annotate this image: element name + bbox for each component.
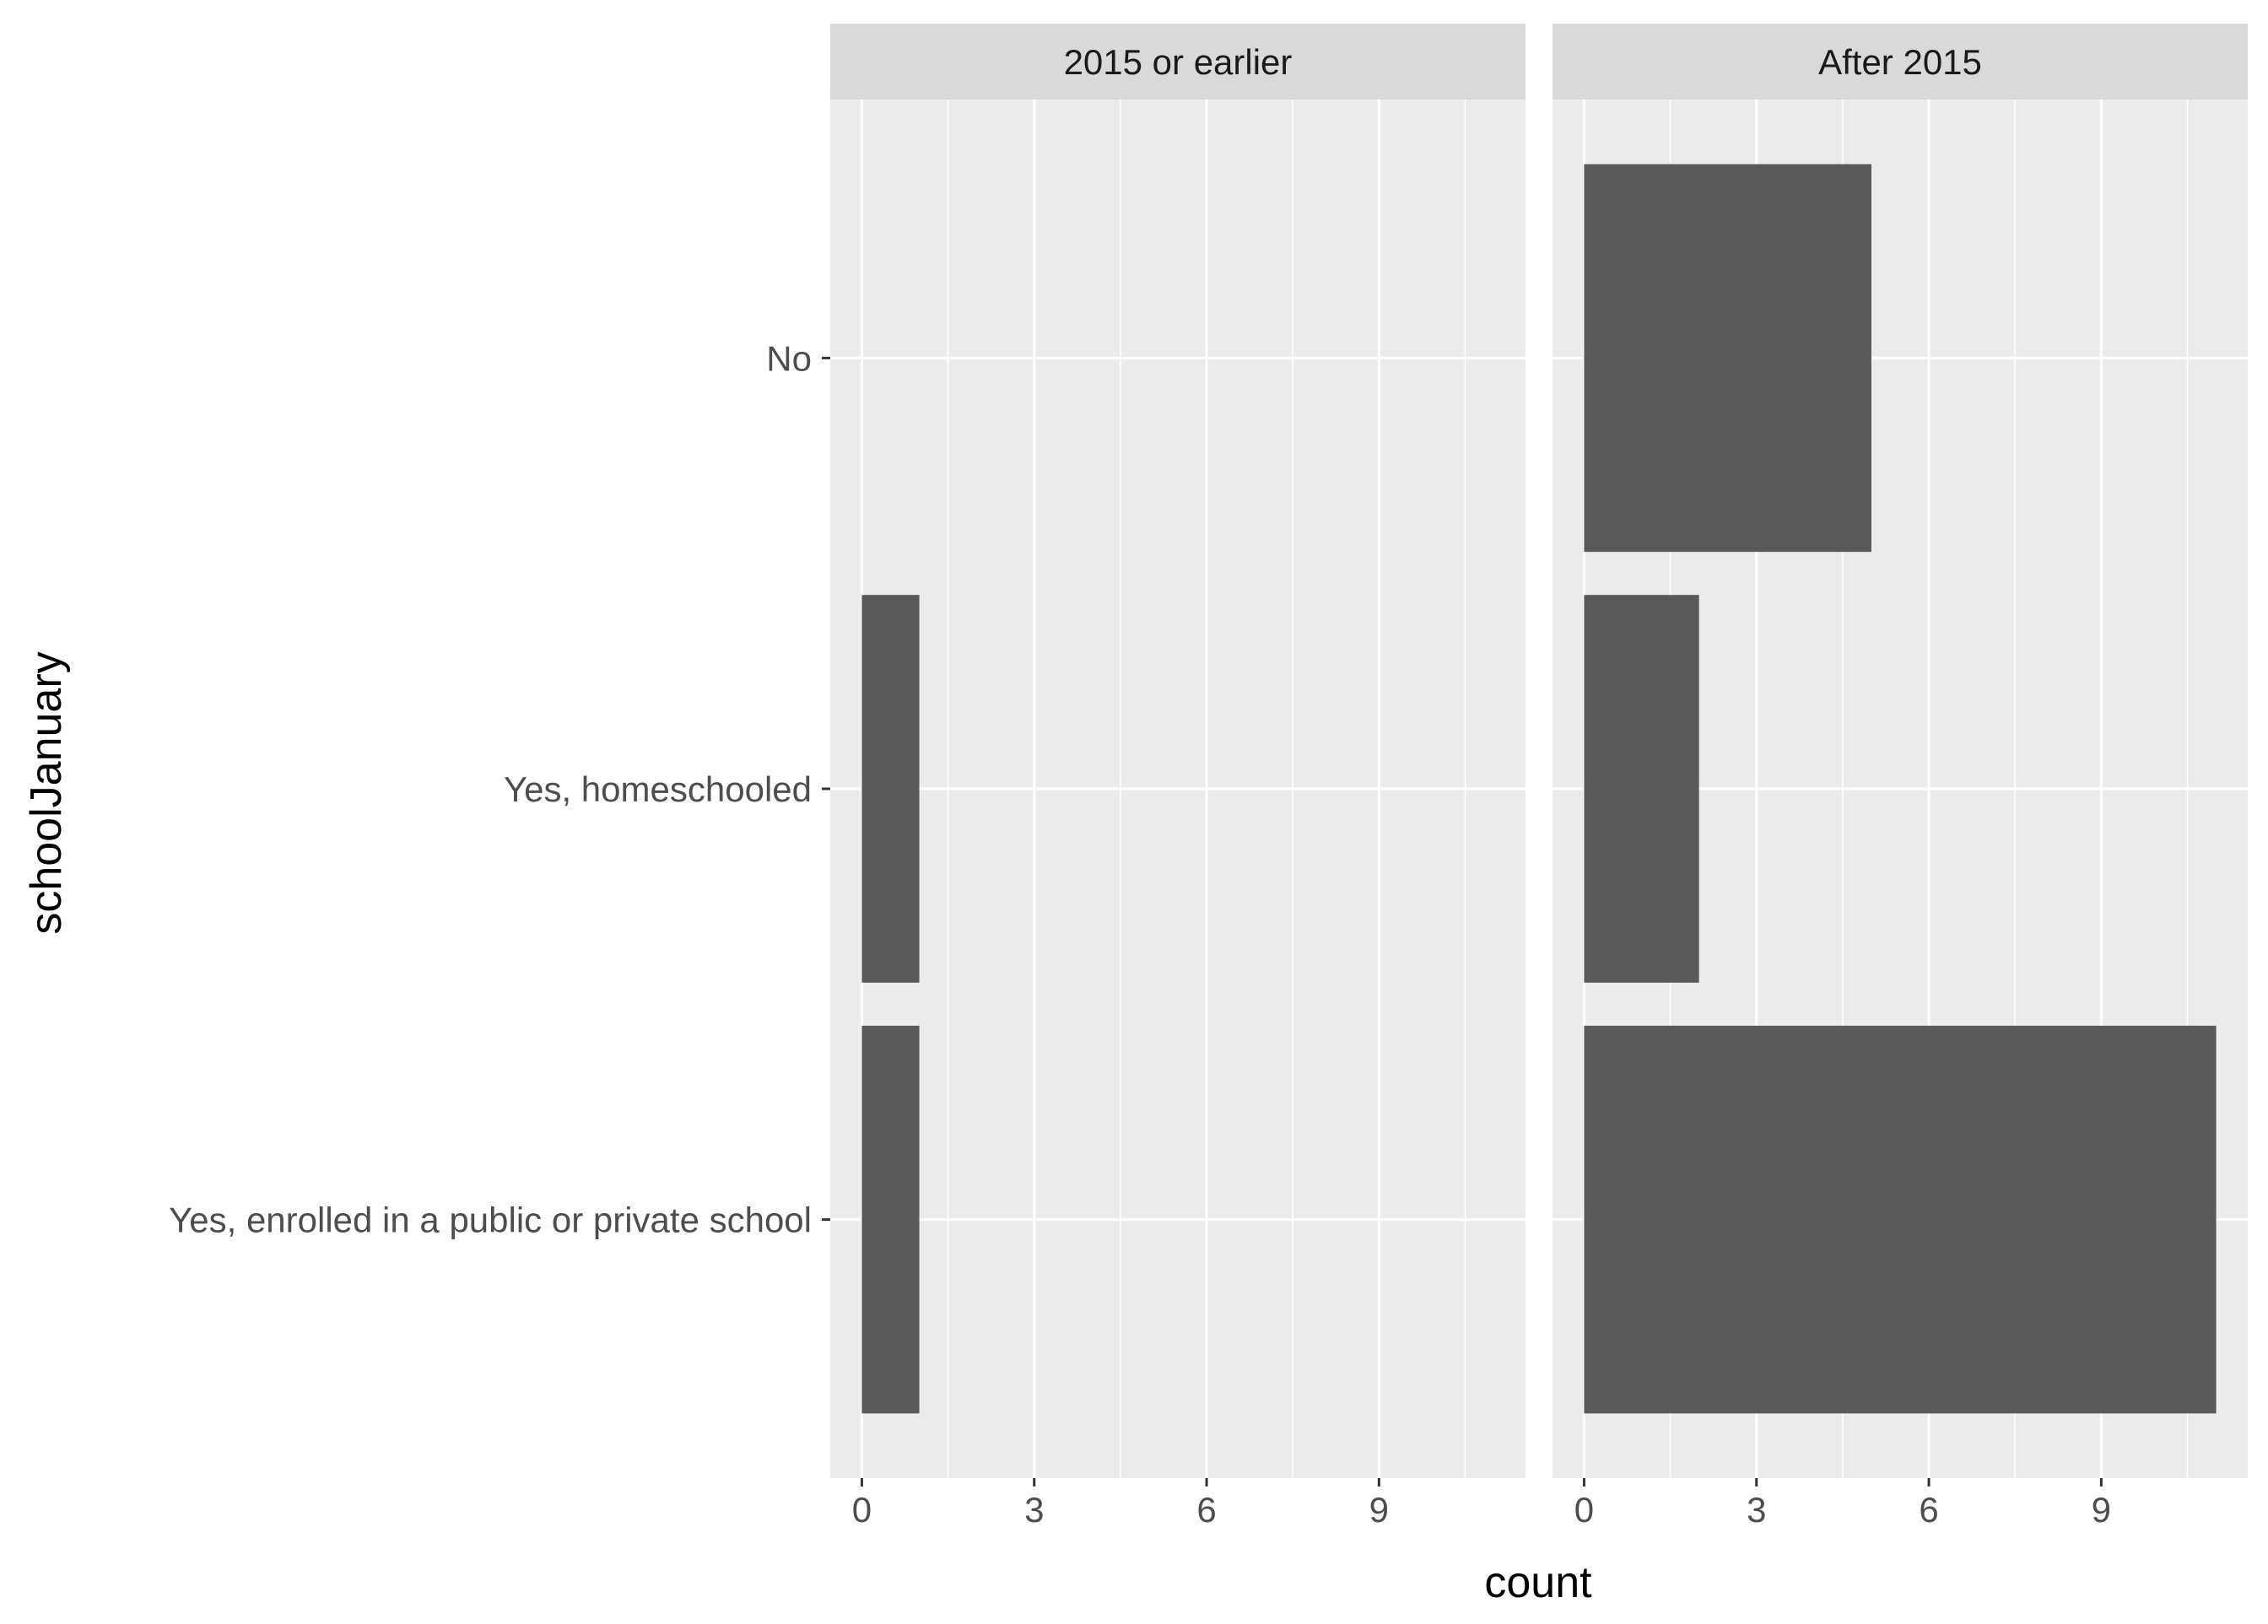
facet-panel: 2015 or earlier 0 3 6 9 bbox=[830, 24, 1526, 1530]
facet-strip-label: 2015 or earlier bbox=[1064, 42, 1293, 82]
x-tick-label: 0 bbox=[852, 1490, 872, 1530]
y-axis-title: schoolJanuary bbox=[22, 651, 71, 934]
facet-strip-label: After 2015 bbox=[1818, 42, 1982, 82]
x-tick-label: 0 bbox=[1574, 1490, 1594, 1530]
x-tick-label: 6 bbox=[1919, 1490, 1938, 1530]
y-tick-label: Yes, enrolled in a public or private sch… bbox=[169, 1200, 812, 1240]
bar bbox=[1584, 1025, 2217, 1414]
y-tick-label: No bbox=[766, 338, 812, 378]
x-tick-label: 9 bbox=[1369, 1490, 1389, 1530]
bar bbox=[1584, 595, 1699, 983]
facet-strip bbox=[830, 24, 1526, 100]
y-axis: No Yes, homeschooled Yes, enrolled in a pu… bbox=[169, 338, 830, 1240]
x-axis-title: count bbox=[1484, 1558, 1592, 1607]
facet-panel: After 2015 0 3 6 9 bbox=[1552, 24, 2248, 1530]
x-tick-label: 3 bbox=[1024, 1490, 1044, 1530]
x-tick-label: 9 bbox=[2092, 1490, 2111, 1530]
bar bbox=[861, 595, 920, 983]
facet-panels: 2015 or earlier 0 3 6 9 After 2015 0 3 6 9 bbox=[830, 24, 2248, 1530]
facet-strip bbox=[1552, 24, 2248, 100]
bar bbox=[861, 1025, 920, 1414]
x-tick-label: 3 bbox=[1747, 1490, 1766, 1530]
y-tick-label: Yes, homeschooled bbox=[504, 769, 812, 809]
bar bbox=[1584, 164, 1871, 553]
x-tick-label: 6 bbox=[1196, 1490, 1216, 1530]
